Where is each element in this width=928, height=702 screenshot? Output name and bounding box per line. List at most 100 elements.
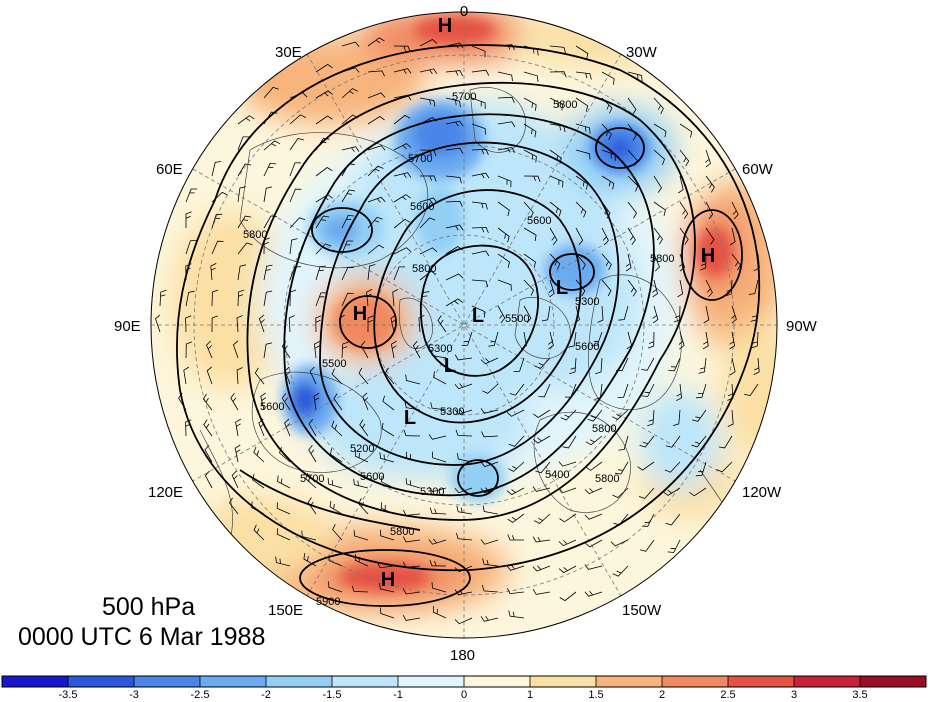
wind-barb	[341, 240, 354, 255]
wind-barb	[508, 435, 525, 447]
wind-barb	[393, 143, 412, 151]
wind-barb	[601, 123, 612, 140]
wind-barb	[332, 524, 343, 541]
wind-barb	[445, 147, 464, 154]
wind-barb	[753, 357, 760, 375]
wind-barb	[315, 137, 330, 151]
wind-barb	[575, 45, 589, 60]
wind-barb	[237, 215, 252, 229]
wind-barb	[471, 45, 486, 58]
wind-barb	[569, 357, 577, 375]
wind-barb	[341, 88, 358, 99]
longitude-label-60w: 60W	[742, 161, 773, 178]
wind-barb	[618, 305, 629, 321]
wind-barb	[652, 279, 658, 298]
wind-barb	[308, 445, 317, 463]
longitude-label-90w: 90W	[786, 318, 817, 335]
wind-barb	[575, 279, 586, 297]
wind-barb	[454, 487, 473, 494]
wind-barb	[341, 67, 360, 73]
wind-barb	[419, 197, 438, 204]
wind-barb	[258, 314, 265, 333]
wind-barb	[445, 70, 464, 77]
graticule	[151, 12, 777, 638]
wind-barb	[506, 487, 525, 496]
wind-barb	[532, 536, 551, 543]
wind-barb	[587, 409, 603, 422]
wind-barb	[402, 536, 421, 543]
wind-barb	[429, 559, 447, 567]
wind-barb	[750, 305, 759, 322]
wind-barb	[358, 367, 369, 385]
wind-barb	[471, 123, 486, 135]
wind-barb	[237, 136, 249, 151]
wind-barb	[678, 175, 684, 194]
colorbar-tick-label: -1	[393, 689, 403, 701]
wind-barb	[705, 201, 714, 220]
wind-barb	[456, 505, 473, 515]
wind-barb	[393, 172, 412, 179]
wind-barb	[329, 500, 343, 515]
wind-barb	[508, 610, 525, 619]
wind-barb	[315, 315, 322, 333]
wind-barb	[753, 253, 760, 272]
wind-barb	[333, 393, 343, 411]
wind-barb	[549, 253, 561, 270]
wind-barb	[183, 366, 190, 385]
longitude-label-150e: 150E	[268, 602, 304, 619]
wind-barb	[695, 383, 707, 399]
wind-barb	[454, 354, 473, 361]
wind-barb	[263, 290, 273, 307]
wind-barb	[211, 315, 218, 333]
wind-barb	[402, 588, 421, 595]
wind-barb	[327, 477, 343, 489]
wind-barb	[532, 486, 551, 492]
wind-barb	[379, 529, 395, 541]
wind-barb	[263, 186, 273, 203]
wind-barb	[301, 530, 317, 541]
wind-barb	[341, 41, 360, 48]
wind-barb	[185, 290, 195, 307]
wind-barb	[211, 240, 224, 255]
wind-barb	[471, 250, 490, 257]
wind-barb	[488, 331, 499, 347]
wind-barb	[691, 409, 707, 422]
wind-barb	[437, 315, 447, 333]
wind-barb	[679, 227, 689, 245]
wind-barb	[601, 97, 613, 114]
colorbar-tick-label: 1	[526, 689, 534, 701]
wind-barb	[229, 497, 239, 515]
wind-barb	[480, 487, 499, 494]
wind-barb	[237, 289, 245, 307]
wind-barb	[393, 94, 412, 101]
wind-barb	[513, 357, 525, 372]
contour-label-1: 5700	[452, 91, 476, 103]
wind-barb	[601, 71, 615, 85]
wind-barb	[313, 340, 320, 359]
wind-barb	[412, 340, 421, 359]
wind-barb	[594, 383, 603, 400]
wind-barb	[497, 201, 510, 217]
wind-barb	[382, 395, 395, 411]
wind-barb	[358, 498, 369, 515]
longitude-label-180: 180	[450, 647, 476, 664]
wind-barb	[159, 289, 167, 307]
longitude-label-120e: 120E	[148, 484, 184, 501]
wind-barb	[379, 582, 395, 593]
wind-barb	[471, 201, 488, 210]
wind-barb	[653, 149, 665, 166]
wind-barb	[380, 502, 395, 515]
wind-barb	[308, 418, 317, 437]
wind-barb	[289, 238, 298, 255]
colorbar-swatch-4	[200, 676, 267, 687]
wind-barb	[315, 63, 333, 73]
wind-barb	[627, 201, 637, 219]
wind-barb	[289, 92, 308, 99]
wind-barb	[445, 120, 464, 127]
wind-barb	[695, 461, 707, 477]
wind-barb	[279, 446, 291, 463]
colorbar-swatch-5	[266, 676, 333, 687]
wind-barb	[584, 513, 603, 520]
wind-barb	[341, 189, 356, 203]
wind-barb	[393, 45, 411, 52]
